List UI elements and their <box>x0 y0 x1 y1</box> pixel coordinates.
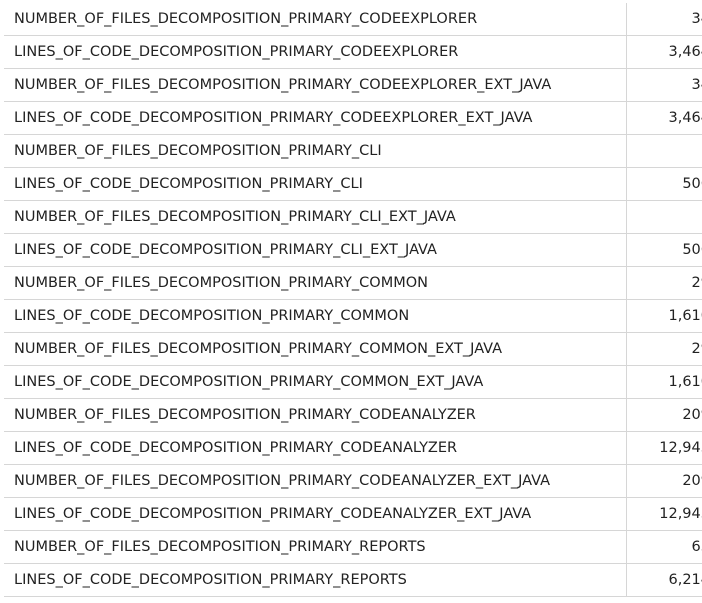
metric-name: NUMBER_OF_FILES_DECOMPOSITION_PRIMARY_CO… <box>4 332 627 366</box>
metric-value: 34 <box>626 3 702 36</box>
metric-name: NUMBER_OF_FILES_DECOMPOSITION_PRIMARY_RE… <box>4 530 627 564</box>
metric-value: 63 <box>626 530 702 564</box>
metric-name: NUMBER_OF_FILES_DECOMPOSITION_PRIMARY_CO… <box>4 266 627 300</box>
table-row: LINES_OF_CODE_DECOMPOSITION_PRIMARY_CODE… <box>4 431 702 465</box>
table-row: LINES_OF_CODE_DECOMPOSITION_PRIMARY_CLI_… <box>4 233 702 267</box>
metric-value: 506 <box>626 167 702 201</box>
metric-value: 1,610 <box>626 299 702 333</box>
metric-name: LINES_OF_CODE_DECOMPOSITION_PRIMARY_CODE… <box>4 497 627 531</box>
metric-name: LINES_OF_CODE_DECOMPOSITION_PRIMARY_COMM… <box>4 299 627 333</box>
metric-value: 1 <box>626 134 702 168</box>
table-row: LINES_OF_CODE_DECOMPOSITION_PRIMARY_COMM… <box>4 299 702 333</box>
metric-name: LINES_OF_CODE_DECOMPOSITION_PRIMARY_REPO… <box>4 563 627 597</box>
table-row: NUMBER_OF_FILES_DECOMPOSITION_PRIMARY_RE… <box>4 530 702 564</box>
table-row: NUMBER_OF_FILES_DECOMPOSITION_PRIMARY_CO… <box>4 464 702 498</box>
metric-name: LINES_OF_CODE_DECOMPOSITION_PRIMARY_CODE… <box>4 101 627 135</box>
table-row: LINES_OF_CODE_DECOMPOSITION_PRIMARY_CLI … <box>4 167 702 201</box>
table-row: NUMBER_OF_FILES_DECOMPOSITION_PRIMARY_CL… <box>4 134 702 168</box>
table-row: LINES_OF_CODE_DECOMPOSITION_PRIMARY_REPO… <box>4 563 702 597</box>
metric-name: NUMBER_OF_FILES_DECOMPOSITION_PRIMARY_CO… <box>4 464 627 498</box>
metrics-table: NUMBER_OF_FILES_DECOMPOSITION_PRIMARY_CO… <box>4 3 702 597</box>
metric-value: 34 <box>626 68 702 102</box>
metric-name: NUMBER_OF_FILES_DECOMPOSITION_PRIMARY_CO… <box>4 398 627 432</box>
metric-name: LINES_OF_CODE_DECOMPOSITION_PRIMARY_CODE… <box>4 35 627 69</box>
metric-value: 29 <box>626 332 702 366</box>
metric-value: 12,943 <box>626 497 702 531</box>
metric-name: NUMBER_OF_FILES_DECOMPOSITION_PRIMARY_CO… <box>4 68 627 102</box>
metric-value: 3,464 <box>626 101 702 135</box>
metric-value: 12,943 <box>626 431 702 465</box>
metric-name: NUMBER_OF_FILES_DECOMPOSITION_PRIMARY_CO… <box>4 3 627 36</box>
table-row: NUMBER_OF_FILES_DECOMPOSITION_PRIMARY_CL… <box>4 200 702 234</box>
table-row: NUMBER_OF_FILES_DECOMPOSITION_PRIMARY_CO… <box>4 3 702 36</box>
metric-name: NUMBER_OF_FILES_DECOMPOSITION_PRIMARY_CL… <box>4 200 627 234</box>
metric-value: 1,610 <box>626 365 702 399</box>
table-row: NUMBER_OF_FILES_DECOMPOSITION_PRIMARY_CO… <box>4 398 702 432</box>
metric-value: 506 <box>626 233 702 267</box>
metric-value: 29 <box>626 266 702 300</box>
metric-value: 209 <box>626 398 702 432</box>
table-row: LINES_OF_CODE_DECOMPOSITION_PRIMARY_COMM… <box>4 365 702 399</box>
metric-value: 6,214 <box>626 563 702 597</box>
table-row: NUMBER_OF_FILES_DECOMPOSITION_PRIMARY_CO… <box>4 68 702 102</box>
metric-value: 3,464 <box>626 35 702 69</box>
metric-value: 1 <box>626 200 702 234</box>
metric-name: LINES_OF_CODE_DECOMPOSITION_PRIMARY_CODE… <box>4 431 627 465</box>
metric-name: LINES_OF_CODE_DECOMPOSITION_PRIMARY_COMM… <box>4 365 627 399</box>
table-row: LINES_OF_CODE_DECOMPOSITION_PRIMARY_CODE… <box>4 497 702 531</box>
table-row: LINES_OF_CODE_DECOMPOSITION_PRIMARY_CODE… <box>4 35 702 69</box>
metric-name: LINES_OF_CODE_DECOMPOSITION_PRIMARY_CLI <box>4 167 627 201</box>
table-row: LINES_OF_CODE_DECOMPOSITION_PRIMARY_CODE… <box>4 101 702 135</box>
table-row: NUMBER_OF_FILES_DECOMPOSITION_PRIMARY_CO… <box>4 332 702 366</box>
metric-value: 209 <box>626 464 702 498</box>
metric-name: LINES_OF_CODE_DECOMPOSITION_PRIMARY_CLI_… <box>4 233 627 267</box>
table-row: NUMBER_OF_FILES_DECOMPOSITION_PRIMARY_CO… <box>4 266 702 300</box>
metric-name: NUMBER_OF_FILES_DECOMPOSITION_PRIMARY_CL… <box>4 134 627 168</box>
